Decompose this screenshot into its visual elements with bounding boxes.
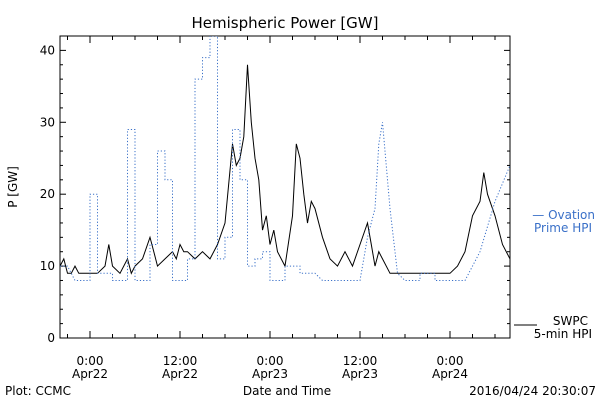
chart-title: Hemispheric Power [GW]: [192, 14, 379, 32]
y-axis-ticks: 0 10 20 30 40: [40, 43, 510, 345]
y-tick-label: 30: [40, 115, 55, 129]
x-tick-date-label: Apr24: [432, 367, 468, 381]
x-tick-time-label: 12:00: [343, 354, 378, 368]
series-line-swpc: [60, 64, 510, 275]
y-tick-label: 10: [40, 259, 55, 273]
y-tick-label: 20: [40, 187, 55, 201]
legend-ovation-line2: Prime HPI: [534, 221, 592, 235]
x-tick-time-label: 0:00: [257, 354, 284, 368]
legend-ovation-line1: — Ovation: [532, 208, 595, 222]
series-layer: [60, 36, 510, 281]
x-tick-date-label: Apr22: [162, 367, 198, 381]
plot-area: [59, 35, 511, 339]
x-tick-date-label: Apr22: [72, 367, 108, 381]
x-tick-time-label: 0:00: [437, 354, 464, 368]
y-tick-label: 0: [47, 331, 55, 345]
legend: — Ovation Prime HPI SWPC 5-min HPI: [514, 208, 595, 341]
x-axis-ticks: 0:00Apr2212:00Apr220:00Apr2312:00Apr230:…: [67, 36, 496, 381]
series-line-ovation-prime: [60, 36, 510, 281]
x-axis-label: Date and Time: [243, 384, 331, 398]
footer-plot-credit: Plot: CCMC: [5, 384, 71, 398]
legend-swpc-line1: SWPC: [553, 314, 588, 328]
x-tick-date-label: Apr23: [252, 367, 288, 381]
y-axis-label: P [GW]: [6, 166, 20, 208]
x-tick-time-label: 0:00: [77, 354, 104, 368]
legend-swpc-line2: 5-min HPI: [534, 327, 592, 341]
x-tick-date-label: Apr23: [342, 367, 378, 381]
footer-timestamp: 2016/04/24 20:30:07: [469, 384, 596, 398]
y-tick-label: 40: [40, 43, 55, 57]
x-tick-time-label: 12:00: [163, 354, 198, 368]
plot-frame: [59, 35, 511, 339]
